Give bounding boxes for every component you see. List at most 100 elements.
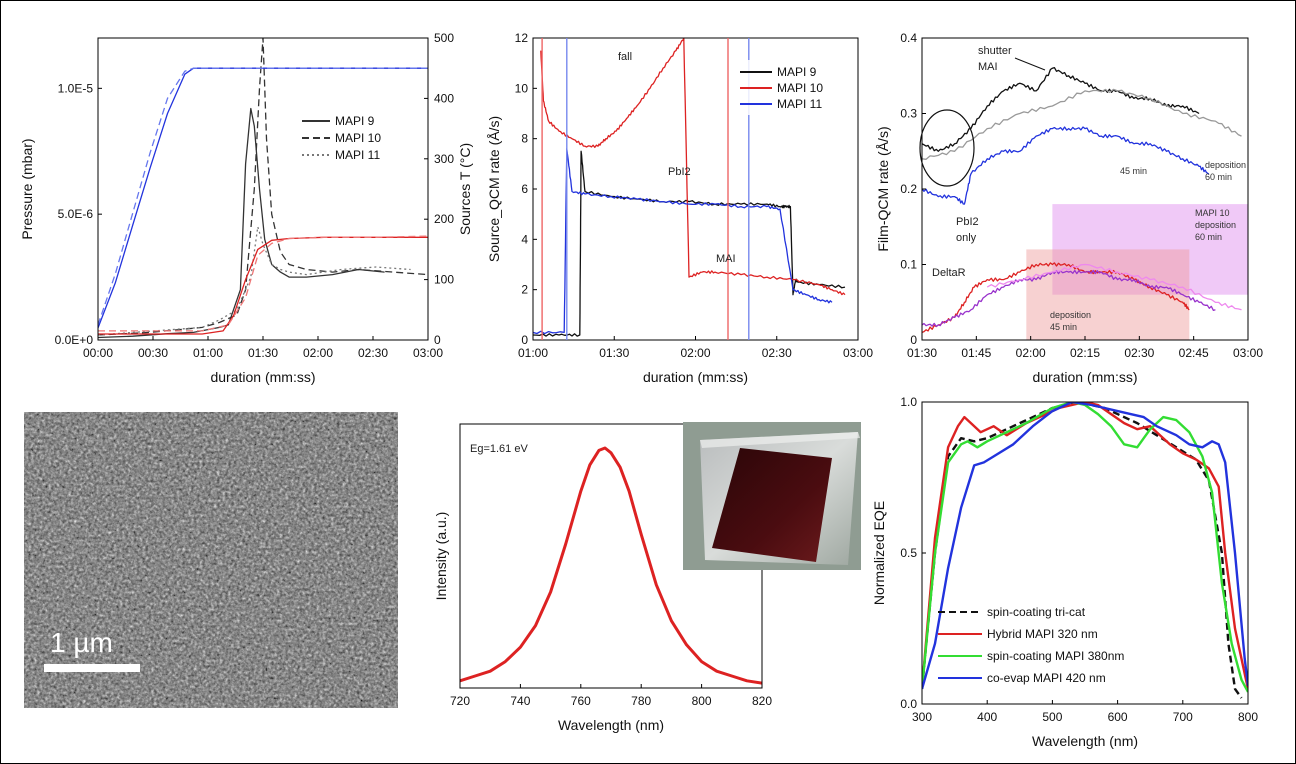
y2-tick-label: 100 <box>434 273 454 287</box>
x-tick-label: 500 <box>1042 710 1062 724</box>
annotation-mai: MAI <box>716 253 736 265</box>
x-tick-label: 02:00 <box>303 346 333 360</box>
y-axis-label: Film-QCM rate (Å/s) <box>875 126 891 251</box>
plot-frame <box>97 37 429 341</box>
x-axis-label: duration (mm:ss) <box>210 369 315 385</box>
annotation-deposition-60-gray: deposition <box>1205 160 1246 170</box>
series-line-mapi-11 <box>533 148 833 335</box>
legend-entry: MAPI 9 <box>335 114 375 128</box>
series-line <box>922 269 1216 328</box>
annotation-mapi10: MAPI 10 <box>1195 208 1230 218</box>
y-tick-label: 0 <box>910 333 917 347</box>
shaded-region <box>1026 249 1190 340</box>
legend-entry: spin-coating tri-cat <box>987 605 1086 619</box>
series-line-hybrid-mapi-320-nm <box>922 402 1248 690</box>
panel-film-qcm-rate: 01:30 01:45 02:00 02:15 02:30 02:45 03:00 0 0.1 0… <box>875 31 1263 385</box>
x-tick-label: 00:30 <box>138 346 168 360</box>
y-tick-label: 2 <box>521 283 528 297</box>
y2-tick-label: 0 <box>434 333 441 347</box>
legend-entry: MAPI 10 <box>335 131 381 145</box>
series-line <box>460 446 762 685</box>
series-line-mapi-10 <box>98 38 428 336</box>
y-tick-label: 1.0 <box>900 395 917 409</box>
x-tick-label: 400 <box>977 710 997 724</box>
y2-tick-label: 400 <box>434 91 454 105</box>
legend-entry: Hybrid MAPI 320 nm <box>987 627 1098 641</box>
x-tick-label: 800 <box>1238 710 1258 724</box>
series-line-mapi-9 <box>533 150 846 337</box>
photo-highlight <box>700 432 860 448</box>
annotation-45min-red: 45 min <box>1050 322 1077 332</box>
photo-perovskite-film <box>712 448 832 562</box>
legend-entry: MAPI 10 <box>777 81 823 95</box>
annotation-only: only <box>956 232 977 244</box>
panel-source-qcm-rate: 01:00 01:30 02:00 02:30 03:00 0 2 4 6 8 10 12 durati… <box>486 31 873 385</box>
y-tick-label: 6 <box>521 182 528 196</box>
x-tick-label: 01:30 <box>599 346 629 360</box>
x-tick-label: 02:15 <box>1070 346 1100 360</box>
sample-photo-inset <box>683 422 861 570</box>
y-tick-label: 0.0 <box>900 697 917 711</box>
annotation-fall: fall <box>618 51 632 63</box>
y-tick-label: 0.5 <box>900 546 917 560</box>
legend-entry: MAPI 11 <box>777 97 822 111</box>
series-line <box>922 66 1200 152</box>
annotation-bandgap: Eg=1.61 eV <box>470 443 528 455</box>
x-tick-label: 02:00 <box>1016 346 1046 360</box>
series-line-mapi-10 <box>540 38 846 296</box>
legend-entry: spin-coating MAPI 380nm <box>987 649 1124 663</box>
legend-entry: MAPI 9 <box>777 65 817 79</box>
x-tick-label: 800 <box>692 694 712 708</box>
y-tick-label: 8 <box>521 132 528 146</box>
y-tick-label: 0.4 <box>900 31 917 45</box>
x-tick-label: 820 <box>752 694 772 708</box>
annotation-45min-blue: 45 min <box>1120 166 1147 176</box>
y-axis-label: Source_QCM rate (Å/s) <box>486 116 502 262</box>
panel-photoluminescence: 720 740 760 780 800 820 Wavelength (nm) Intensi… <box>433 423 772 733</box>
x-tick-label: 00:00 <box>83 346 113 360</box>
x-tick-label: 760 <box>571 694 591 708</box>
annotation-pbi2: PbI2 <box>668 166 691 178</box>
annotation-deposition-red: deposition <box>1195 220 1236 230</box>
y2-tick-label: 200 <box>434 212 454 226</box>
y-axis-label: Intensity (a.u.) <box>433 512 449 601</box>
y-tick-label: 12 <box>515 31 529 45</box>
x-tick-label: 01:45 <box>961 346 991 360</box>
annotation-deposition-45: deposition <box>1050 310 1091 320</box>
x-tick-label: 01:00 <box>518 346 548 360</box>
legend-entry: MAPI 11 <box>335 148 380 162</box>
series-line-mapi-11 <box>98 226 411 336</box>
y-tick-label: 0 <box>521 333 528 347</box>
annotation-deltar: DeltaR <box>932 267 966 279</box>
y-tick-label: 0.0E+0 <box>55 333 94 347</box>
y-axis-label: Normalized EQE <box>871 501 887 605</box>
x-tick-label: 740 <box>510 694 530 708</box>
series-line <box>98 67 428 329</box>
x-axis-label: Wavelength (nm) <box>558 717 664 733</box>
x-tick-label: 01:00 <box>193 346 223 360</box>
legend-entry: co-evap MAPI 420 nm <box>987 671 1106 685</box>
x-axis-label: duration (mm:ss) <box>1032 369 1137 385</box>
annotation-shutter: shutter <box>978 45 1012 57</box>
y-tick-label: 0.2 <box>900 182 917 196</box>
annotation-pbi2: PbI2 <box>956 216 979 228</box>
y-tick-label: 5.0E-6 <box>58 207 94 221</box>
y-tick-label: 0.3 <box>900 107 917 121</box>
scale-bar <box>44 664 140 672</box>
x-axis-label: duration (mm:ss) <box>643 369 748 385</box>
x-tick-label: 300 <box>912 710 932 724</box>
y-axis-label: Pressure (mbar) <box>19 138 35 239</box>
panel-pressure-temperature: 00:00 00:30 01:00 01:30 02:00 02:30 03:00 0.0E+… <box>19 31 473 385</box>
x-tick-label: 01:30 <box>907 346 937 360</box>
y-tick-label: 1.0E-5 <box>58 81 94 95</box>
series-line-mapi-9 <box>98 107 385 339</box>
annotation-60min-red: 60 min <box>1195 232 1222 242</box>
annotation-60min-gray: 60 min <box>1205 172 1232 182</box>
x-tick-label: 02:30 <box>1124 346 1154 360</box>
series-line <box>98 67 428 326</box>
x-tick-label: 02:00 <box>680 346 710 360</box>
annotation-mai: MAI <box>978 61 998 73</box>
series-line-co-evap-mapi-420-nm <box>922 402 1248 690</box>
series-line <box>922 126 1210 205</box>
